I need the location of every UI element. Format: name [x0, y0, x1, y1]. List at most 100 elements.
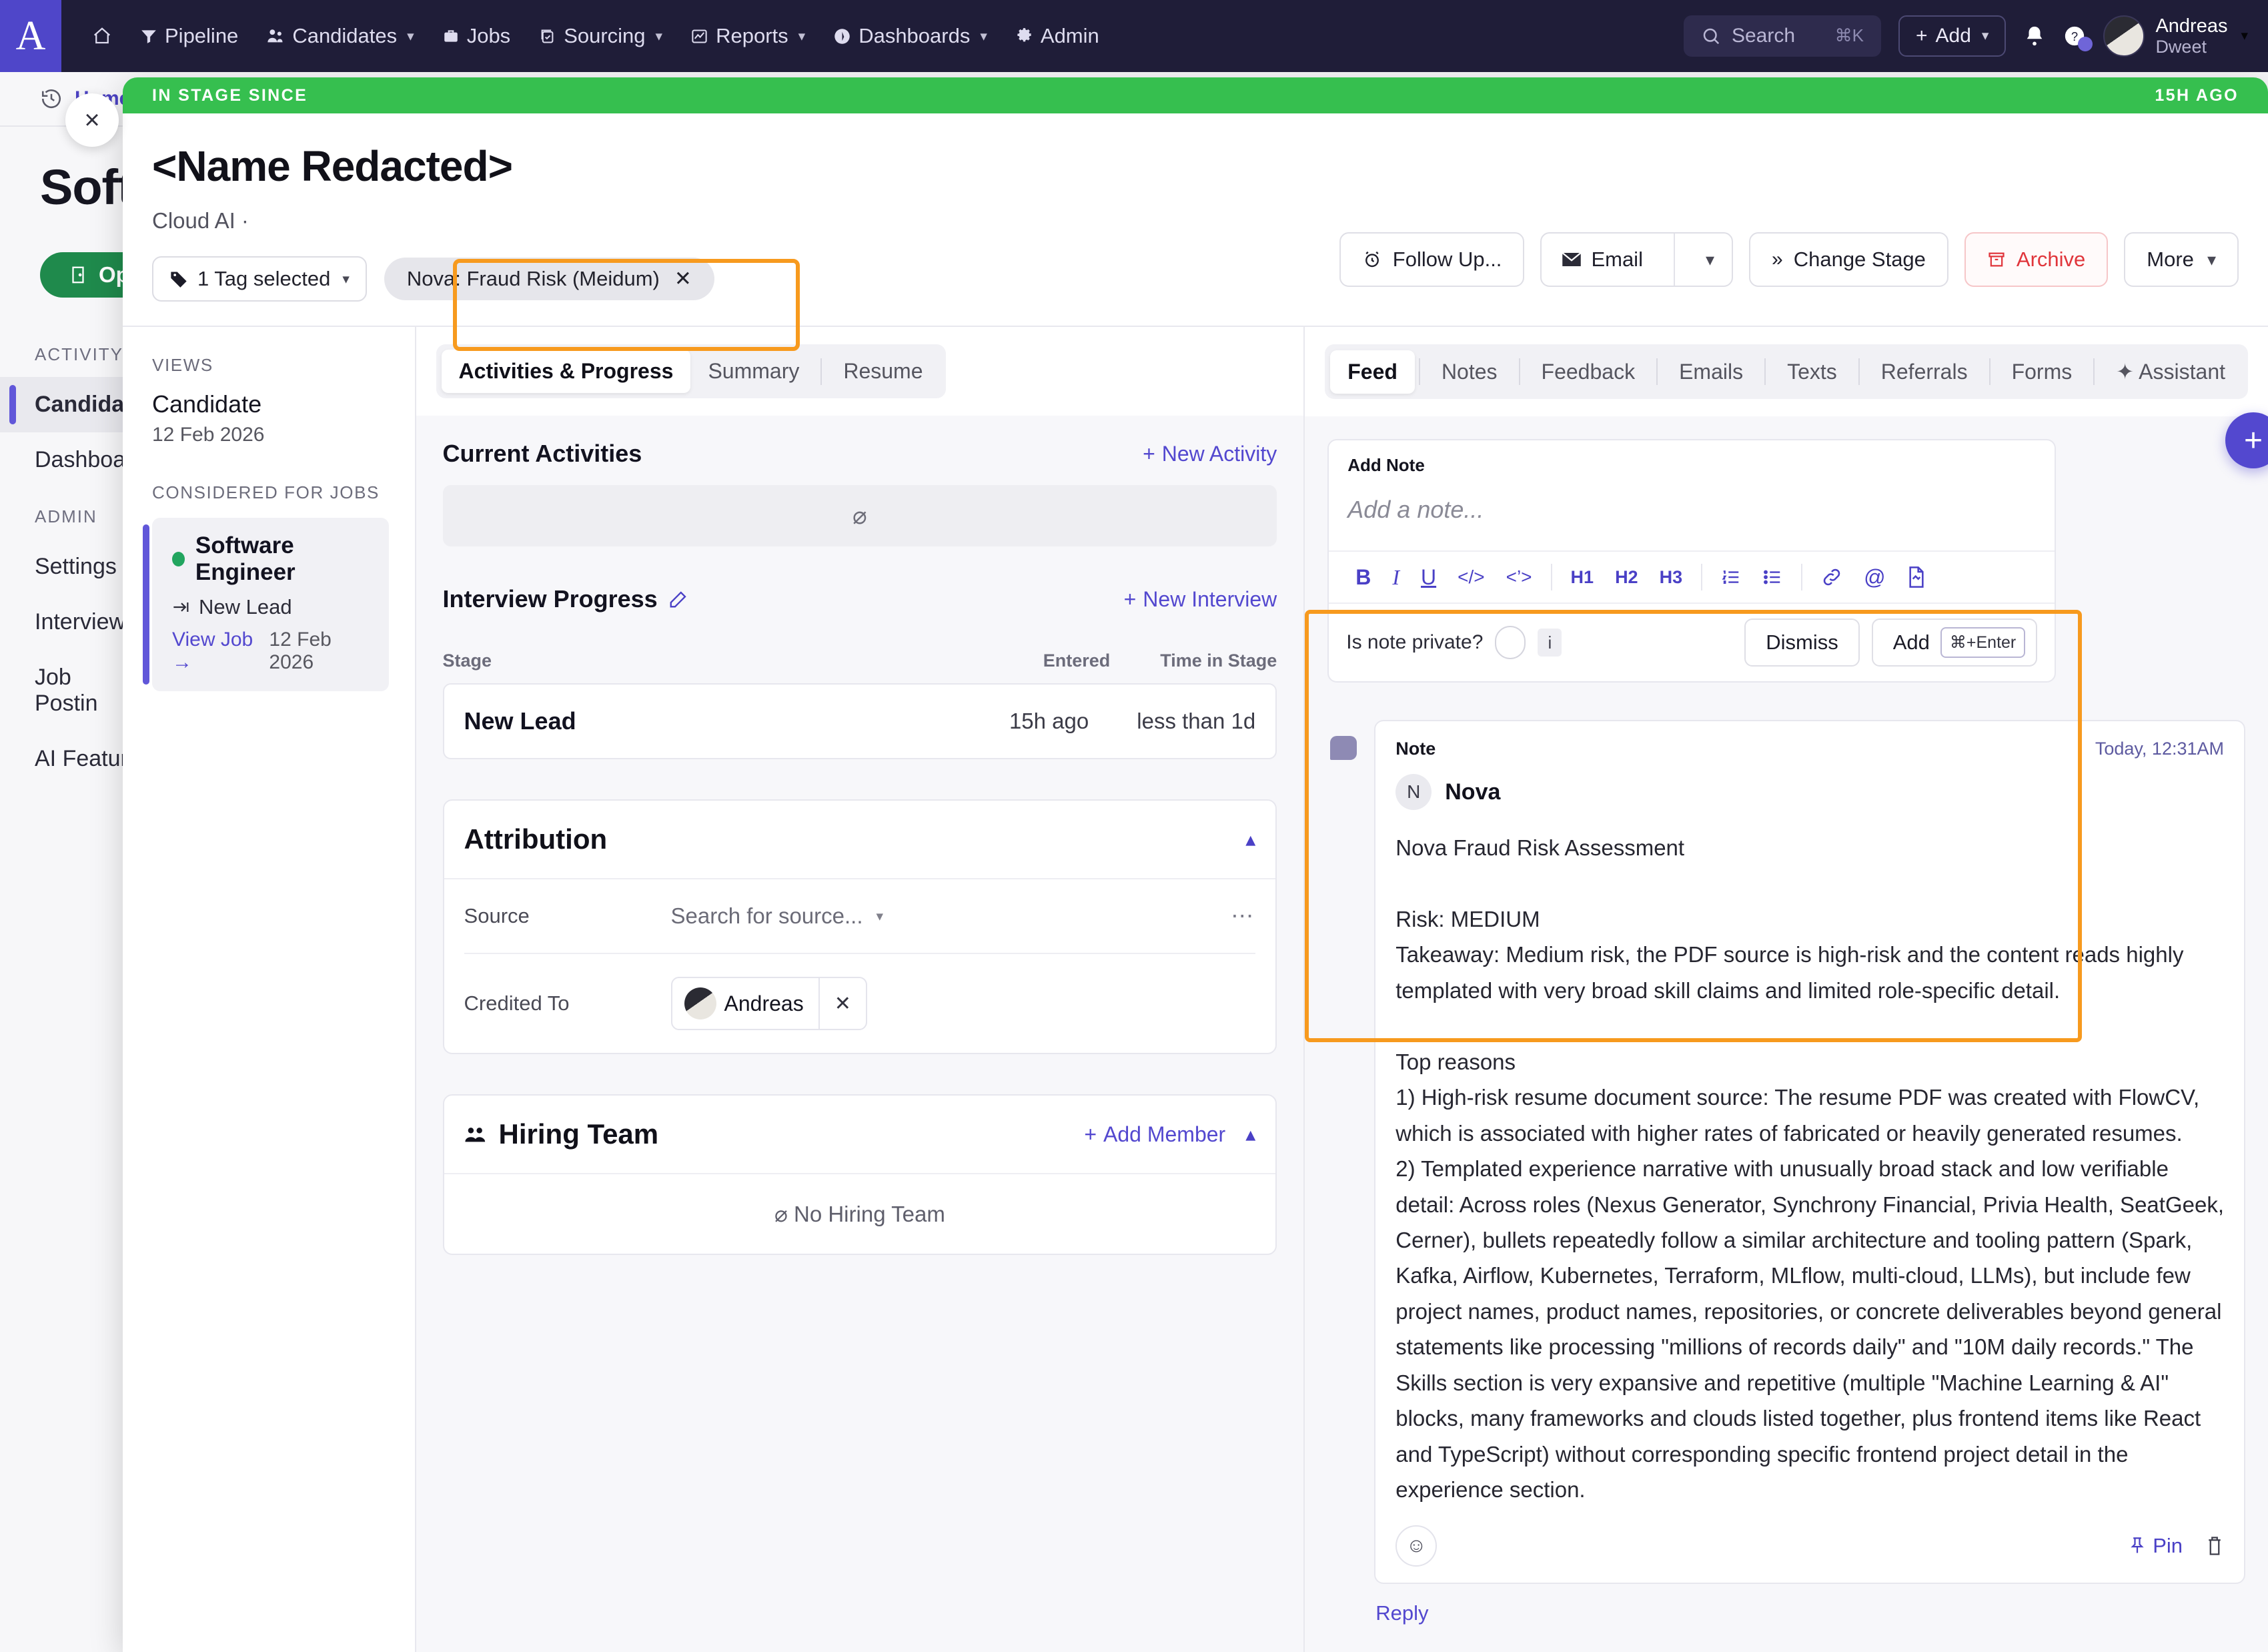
mention-icon[interactable]: @ [1864, 564, 1886, 589]
tab-feedback[interactable]: Feedback [1541, 359, 1636, 384]
right-panel: Feed Notes Feedback Emails Texts Referra… [1305, 327, 2268, 1652]
in-stage-banner: IN STAGE SINCE 15H AGO [123, 77, 2268, 113]
door-icon [68, 265, 88, 285]
background-sidebar: ACTIVITY Candidat Dashboar ADMIN Setting… [0, 326, 133, 787]
sidebar-item-settings[interactable]: Settings [35, 554, 117, 579]
job-stage-row: New Lead [172, 595, 372, 619]
close-icon[interactable]: × [65, 93, 119, 147]
code-icon[interactable]: </> [1458, 566, 1485, 587]
sidebar-item-interview[interactable]: Interview [35, 609, 126, 635]
add-button[interactable]: + Add ▾ [1898, 15, 2007, 57]
nav-item-dashboards[interactable]: Dashboards ▾ [821, 16, 999, 56]
job-card[interactable]: Software Engineer New Lead View Job → 12… [143, 518, 389, 691]
considered-jobs-label: CONSIDERED FOR JOBS [152, 482, 380, 502]
link-icon[interactable] [1810, 566, 1853, 588]
briefcase-icon [442, 27, 460, 45]
attribution-source-row: Source Search for source... ▾ ⋯ [444, 879, 1276, 953]
edit-pencil-icon[interactable] [668, 589, 688, 609]
email-dropdown-toggle[interactable]: ▾ [1686, 234, 1732, 286]
ordered-list-icon[interactable] [1710, 567, 1752, 587]
table-row[interactable]: New Lead 15h ago less than 1d [442, 683, 1277, 759]
tag-remove-icon[interactable]: ✕ [674, 267, 692, 290]
tab-resume[interactable]: Resume [843, 359, 923, 383]
tag-row: 1 Tag selected ▾ Nova: Fraud Risk (Meidu… [152, 256, 2239, 302]
notifications-bell-icon[interactable] [2023, 25, 2046, 47]
nav-item-admin[interactable]: Admin [1003, 16, 1111, 56]
add-member-button[interactable]: + Add Member [1084, 1122, 1225, 1147]
hiring-team-empty: ⌀ No Hiring Team [444, 1174, 1276, 1254]
dismiss-button[interactable]: Dismiss [1744, 618, 1860, 667]
source-select[interactable]: Search for source... ▾ [671, 903, 1231, 929]
emoji-reaction-icon[interactable]: ☺ [1395, 1525, 1438, 1567]
chevrons-right-icon: » [1772, 248, 1783, 270]
global-search[interactable]: Search ⌘K [1683, 15, 1881, 57]
italic-icon[interactable]: I [1392, 564, 1400, 589]
info-icon[interactable]: i [1538, 629, 1562, 657]
attribution-card: Attribution ▴ Source Search for source..… [442, 799, 1277, 1054]
attachment-icon[interactable] [1896, 566, 1936, 588]
remove-person-icon[interactable]: ✕ [818, 978, 866, 1029]
change-stage-button[interactable]: » Change Stage [1749, 232, 1948, 287]
chevron-down-icon: ▾ [1981, 28, 1989, 44]
bullet-list-icon[interactable] [1752, 567, 1793, 587]
sidebar-item-candidates[interactable]: Candidat [0, 377, 133, 432]
follow-up-button[interactable]: Follow Up... [1339, 232, 1525, 287]
chevron-up-icon[interactable]: ▴ [1245, 1123, 1256, 1146]
add-note-button[interactable]: Add ⌘+Enter [1871, 618, 2038, 667]
nav-item-pipeline[interactable]: Pipeline [128, 16, 250, 56]
tab-divider [820, 358, 822, 385]
tab-referrals[interactable]: Referrals [1880, 359, 1968, 384]
tab-forms[interactable]: Forms [2011, 359, 2073, 384]
underline-icon[interactable]: U [1421, 564, 1437, 589]
nav-item-sourcing[interactable]: Sourcing ▾ [526, 16, 674, 56]
help-icon[interactable]: ? [2063, 25, 2093, 51]
tab-activities-progress[interactable]: Activities & Progress [441, 350, 691, 393]
tag-select[interactable]: 1 Tag selected ▾ [152, 256, 367, 302]
center-body: Current Activities + New Activity ⌀ Inte… [416, 416, 1304, 1652]
tab-summary[interactable]: Summary [708, 359, 800, 383]
view-item-candidate[interactable]: Candidate [152, 390, 262, 418]
tab-assistant[interactable]: ✦ Assistant [2099, 350, 2243, 394]
more-button[interactable]: More ▾ [2124, 232, 2239, 287]
email-button-group[interactable]: Email ▾ [1540, 232, 1734, 287]
pin-button[interactable]: Pin [2129, 1534, 2183, 1558]
nav-item-candidates[interactable]: Candidates ▾ [254, 16, 426, 56]
nav-item-reports[interactable]: Reports ▾ [678, 16, 817, 56]
archive-button[interactable]: Archive [1964, 232, 2109, 287]
tag-chip-fraud-risk[interactable]: Nova: Fraud Risk (Meidum) ✕ [384, 258, 714, 300]
app-logo-letter: A [15, 13, 46, 59]
bold-icon[interactable]: B [1355, 564, 1371, 589]
heading1-icon[interactable]: H1 [1570, 566, 1594, 587]
sidebar-item-job-postings[interactable]: Job Postin [35, 665, 98, 716]
composer-footer: Is note private? i Dismiss Add ⌘+Enter [1329, 602, 2055, 681]
code-block-icon[interactable]: <’> [1506, 566, 1532, 587]
tab-assistant-label: Assistant [2139, 360, 2225, 384]
new-activity-button[interactable]: + New Activity [1143, 442, 1277, 466]
person-chip[interactable]: Andreas ✕ [670, 977, 867, 1030]
nav-item-label: Jobs [466, 24, 511, 47]
app-logo[interactable]: A [0, 0, 61, 72]
heading2-icon[interactable]: H2 [1615, 566, 1638, 587]
delete-icon[interactable] [2205, 1536, 2224, 1556]
reply-link[interactable]: Reply [1375, 1601, 1429, 1625]
tab-notes[interactable]: Notes [1441, 359, 1498, 384]
tab-emails[interactable]: Emails [1679, 359, 1744, 384]
source-overflow-menu-icon[interactable]: ⋯ [1231, 903, 1256, 929]
chevron-up-icon[interactable]: ▴ [1245, 828, 1256, 851]
note-body-text: Nova Fraud Risk Assessment Risk: MEDIUM … [1395, 835, 2224, 1503]
email-button[interactable]: Email [1542, 234, 1663, 286]
tab-divider [1764, 358, 1766, 385]
tab-feed[interactable]: Feed [1330, 350, 1415, 394]
new-interview-button[interactable]: + New Interview [1124, 587, 1277, 612]
private-note-toggle[interactable] [1495, 626, 1526, 659]
view-job-link[interactable]: View Job → [172, 629, 253, 673]
heading3-icon[interactable]: H3 [1659, 566, 1683, 587]
nav-item-home[interactable] [80, 18, 124, 54]
nav-item-jobs[interactable]: Jobs [430, 16, 522, 56]
note-input[interactable]: Add a note... [1329, 476, 2055, 550]
sidebar-item-ai-features[interactable]: AI Featur [35, 746, 128, 771]
tab-texts[interactable]: Texts [1787, 359, 1837, 384]
sidebar-item-dashboards[interactable]: Dashboar [35, 447, 133, 472]
user-menu[interactable]: Andreas Dweet ▾ [2103, 15, 2248, 57]
add-feed-item-button[interactable]: + [2225, 412, 2268, 468]
